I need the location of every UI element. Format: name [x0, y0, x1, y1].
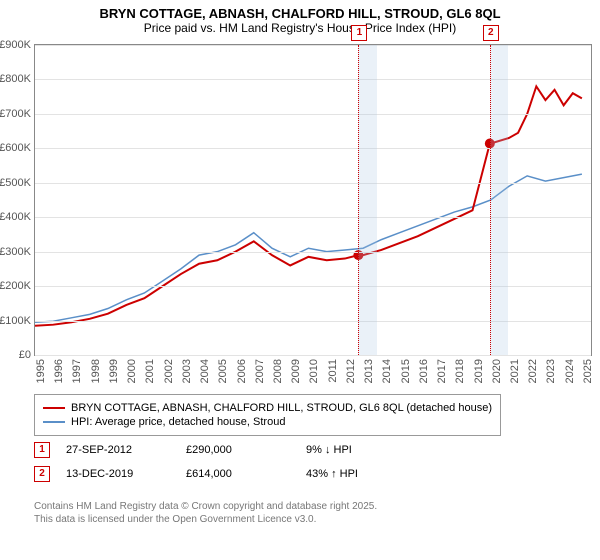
- x-tick-label: 2010: [308, 359, 320, 383]
- x-tick-label: 1996: [53, 359, 65, 383]
- sale-number: 2: [34, 466, 50, 482]
- marker-line: [490, 45, 491, 355]
- x-tick-label: 2009: [290, 359, 302, 383]
- sale-row: 2 13-DEC-2019£614,00043% ↑ HPI: [34, 466, 426, 482]
- chart-container: BRYN COTTAGE, ABNASH, CHALFORD HILL, STR…: [0, 0, 600, 560]
- sale-price: £614,000: [186, 468, 306, 480]
- x-tick-label: 2000: [126, 359, 138, 383]
- sale-date: 13-DEC-2019: [66, 468, 186, 480]
- grid-line: [35, 355, 591, 356]
- sale-delta: 43% ↑ HPI: [306, 468, 426, 480]
- y-tick-label: £300K: [0, 246, 31, 258]
- y-tick-label: £100K: [0, 315, 31, 327]
- x-tick-label: 2004: [199, 359, 211, 383]
- y-tick-label: £700K: [0, 108, 31, 120]
- x-tick-label: 2012: [345, 359, 357, 383]
- x-tick-label: 2014: [381, 359, 393, 383]
- x-tick-label: 2007: [254, 359, 266, 383]
- footer-line-2: This data is licensed under the Open Gov…: [34, 513, 377, 526]
- x-tick-label: 2011: [327, 359, 339, 383]
- y-tick-label: £600K: [0, 142, 31, 154]
- shaded-range: [490, 45, 508, 355]
- sale-price: £290,000: [186, 444, 306, 456]
- marker-line: [358, 45, 359, 355]
- x-tick-label: 2013: [363, 359, 375, 383]
- y-tick-label: £200K: [0, 280, 31, 292]
- marker-badge: 2: [483, 25, 499, 41]
- x-tick-label: 2001: [144, 359, 156, 383]
- x-tick-label: 2015: [400, 359, 412, 383]
- page-subtitle: Price paid vs. HM Land Registry's House …: [0, 21, 600, 39]
- x-tick-label: 2006: [236, 359, 248, 383]
- x-tick-label: 2024: [564, 359, 576, 383]
- x-tick-label: 2002: [163, 359, 175, 383]
- chart-plot: £0£100K£200K£300K£400K£500K£600K£700K£80…: [34, 44, 592, 356]
- x-tick-label: 1998: [90, 359, 102, 383]
- marker-badge: 1: [351, 25, 367, 41]
- legend-row: BRYN COTTAGE, ABNASH, CHALFORD HILL, STR…: [43, 402, 492, 414]
- y-tick-label: £900K: [0, 39, 31, 51]
- shaded-range: [358, 45, 376, 355]
- legend-label: BRYN COTTAGE, ABNASH, CHALFORD HILL, STR…: [71, 402, 492, 414]
- x-tick-label: 1999: [108, 359, 120, 383]
- y-tick-label: £500K: [0, 177, 31, 189]
- x-tick-label: 2023: [545, 359, 557, 383]
- x-tick-label: 2020: [491, 359, 503, 383]
- x-tick-label: 1997: [71, 359, 83, 383]
- x-tick-label: 1995: [35, 359, 47, 383]
- footer-attrib: Contains HM Land Registry data © Crown c…: [34, 500, 377, 526]
- y-tick-label: £400K: [0, 211, 31, 223]
- x-tick-label: 2021: [509, 359, 521, 383]
- x-tick-label: 2016: [418, 359, 430, 383]
- sale-row: 1 27-SEP-2012£290,0009% ↓ HPI: [34, 442, 426, 458]
- sale-delta: 9% ↓ HPI: [306, 444, 426, 456]
- x-tick-label: 2022: [527, 359, 539, 383]
- x-tick-label: 2018: [454, 359, 466, 383]
- x-tick-label: 2019: [473, 359, 485, 383]
- x-tick-label: 2025: [582, 359, 594, 383]
- sale-number: 1: [34, 442, 50, 458]
- legend-swatch: [43, 421, 65, 423]
- legend-label: HPI: Average price, detached house, Stro…: [71, 416, 285, 428]
- x-tick-label: 2008: [272, 359, 284, 383]
- x-tick-label: 2003: [181, 359, 193, 383]
- x-tick-label: 2005: [217, 359, 229, 383]
- legend-swatch: [43, 407, 65, 409]
- page-title: BRYN COTTAGE, ABNASH, CHALFORD HILL, STR…: [0, 0, 600, 21]
- sale-date: 27-SEP-2012: [66, 444, 186, 456]
- footer-line-1: Contains HM Land Registry data © Crown c…: [34, 500, 377, 513]
- legend-row: HPI: Average price, detached house, Stro…: [43, 416, 492, 428]
- x-tick-label: 2017: [436, 359, 448, 383]
- legend-box: BRYN COTTAGE, ABNASH, CHALFORD HILL, STR…: [34, 394, 501, 436]
- y-tick-label: £0: [19, 349, 31, 361]
- y-tick-label: £800K: [0, 73, 31, 85]
